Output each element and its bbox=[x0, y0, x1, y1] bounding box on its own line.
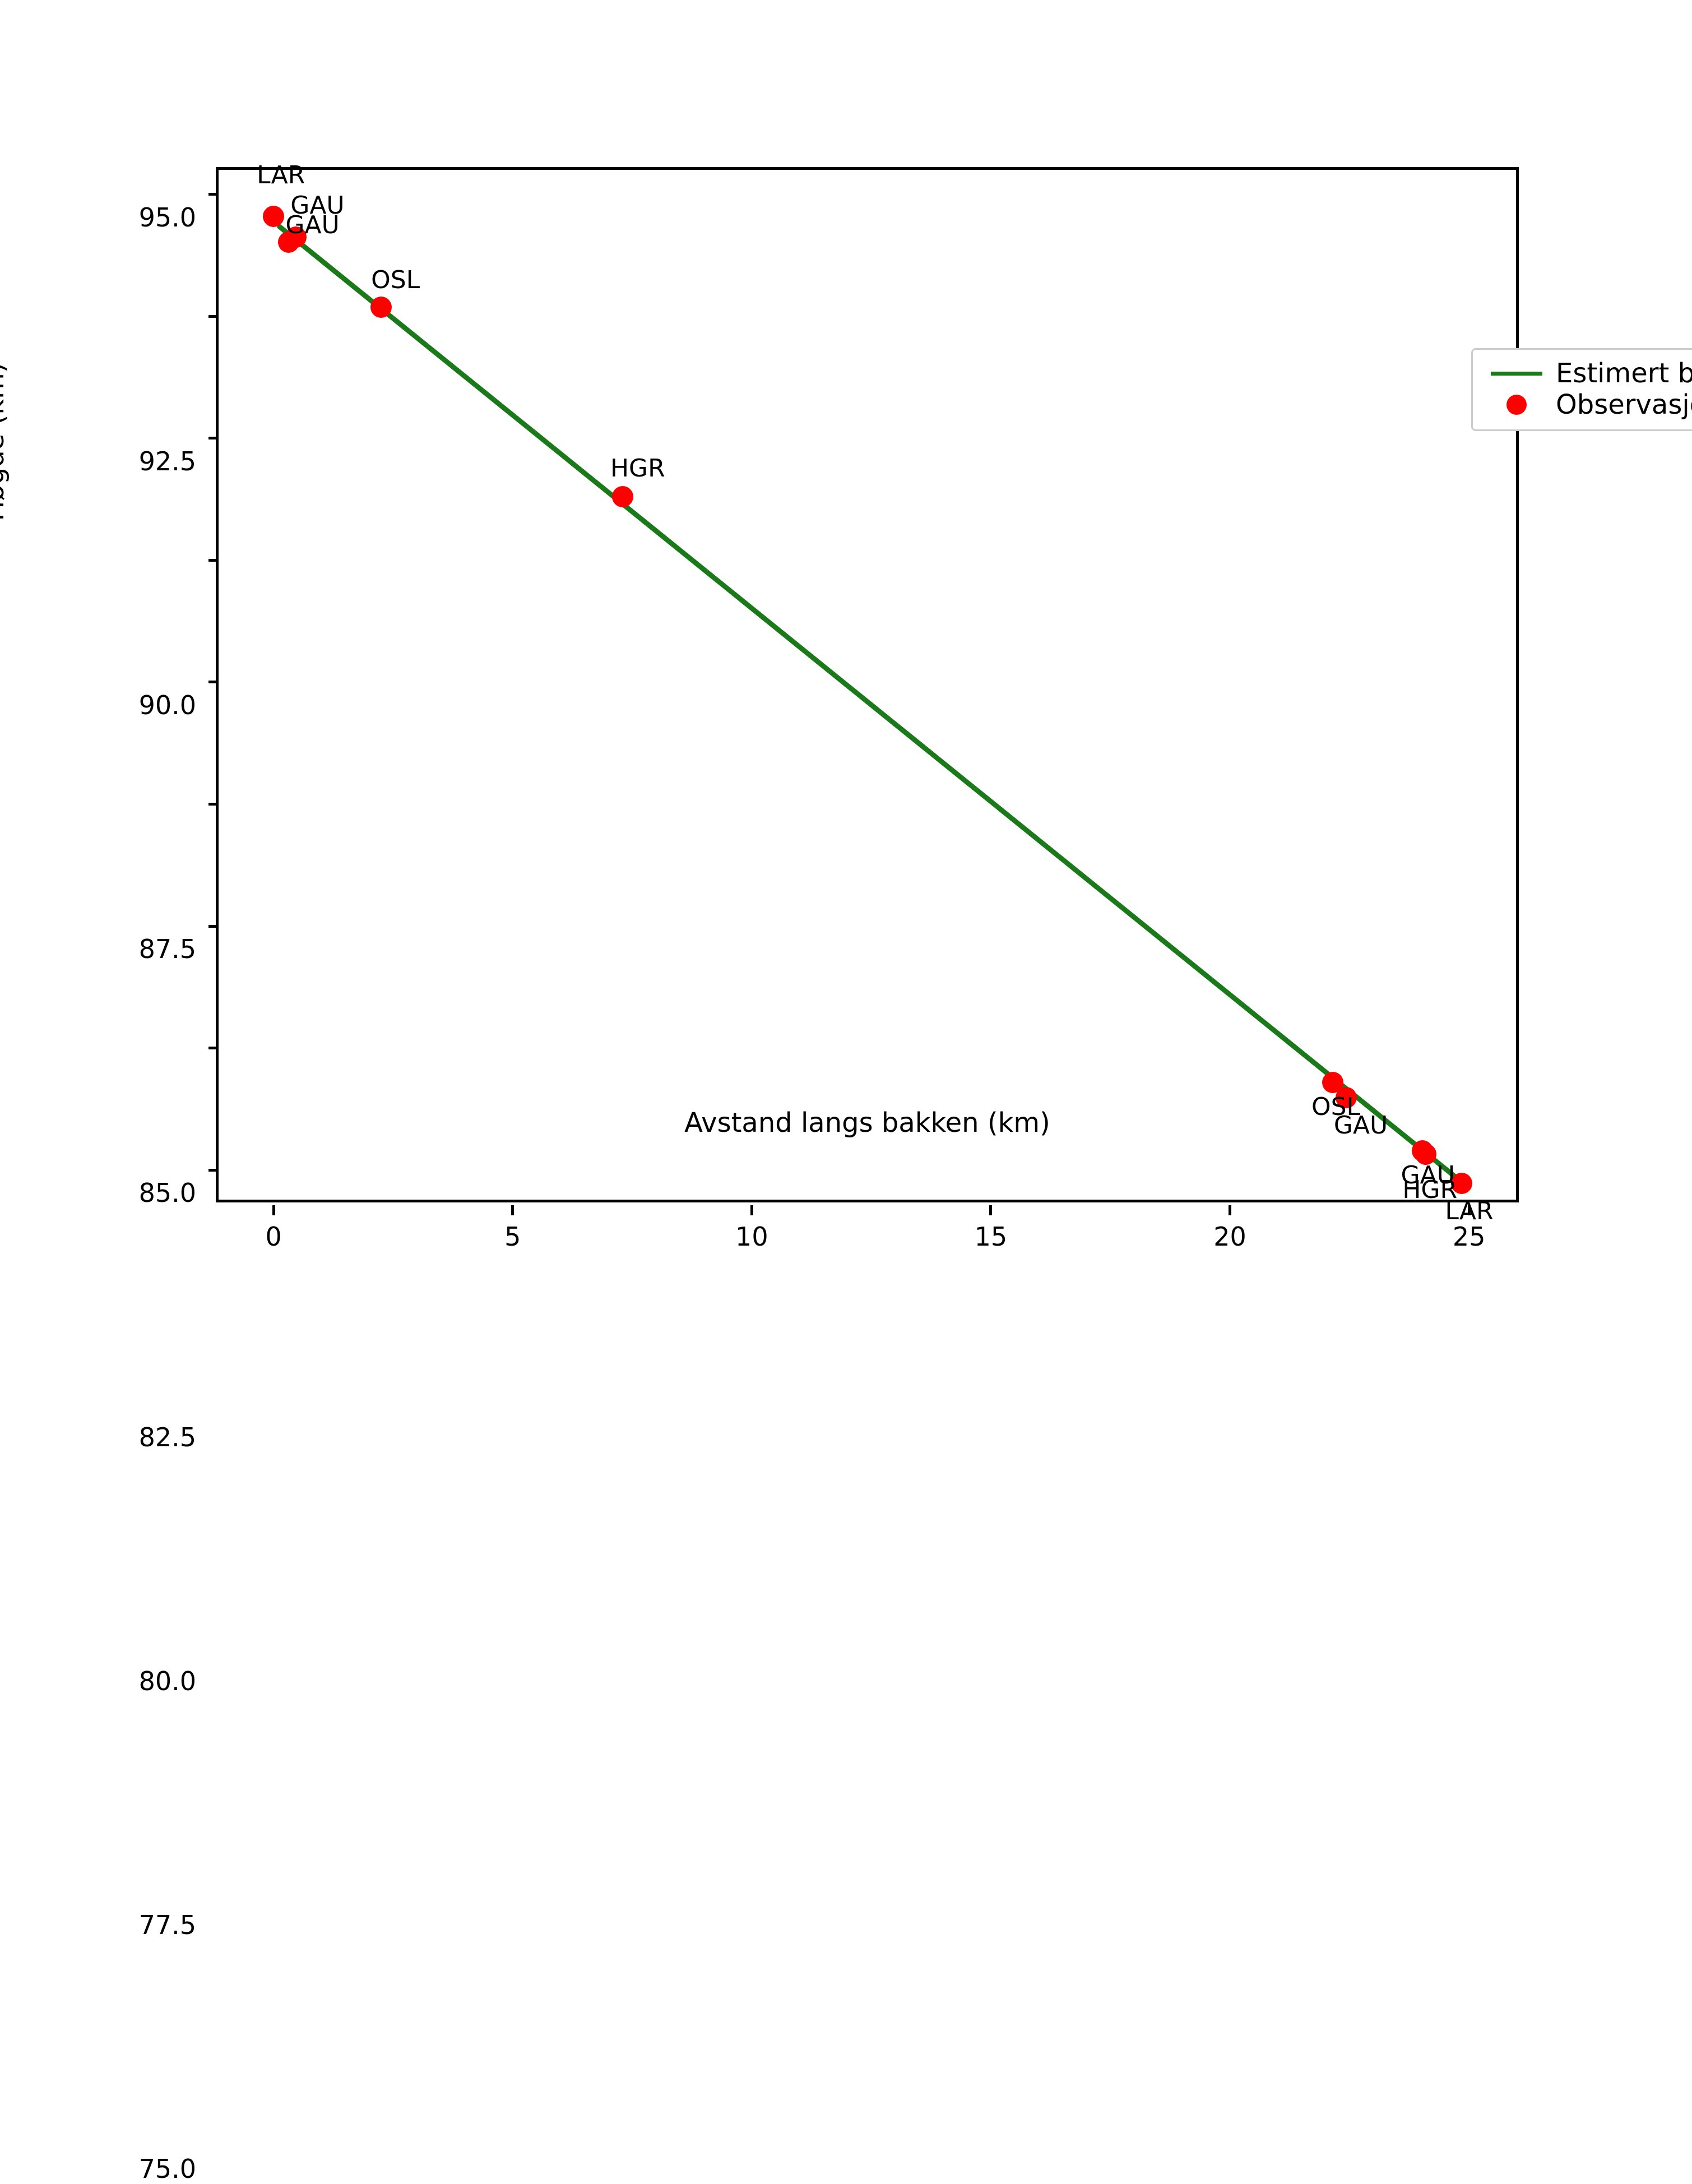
y-tick-label-80.0: 80.0 bbox=[138, 1665, 196, 1696]
x-tick-label-20: 20 bbox=[1213, 1221, 1246, 1252]
y-tick-label-90.0: 90.0 bbox=[138, 690, 196, 720]
observation-point bbox=[1335, 1086, 1357, 1108]
legend-line-swatch bbox=[1485, 371, 1548, 376]
observation-label: GAU bbox=[1333, 1110, 1388, 1140]
plot-axes: LARGAUGAUOSLHGROSLGAUGAUHGRLAR 75.077.58… bbox=[139, 163, 1692, 2182]
observation-point bbox=[263, 205, 285, 227]
x-tick-25 bbox=[1467, 1205, 1471, 1215]
legend-entry-estimert-bane: Estimert bane bbox=[1485, 358, 1692, 389]
trajectory-polyline bbox=[277, 224, 1459, 1181]
y-tick-90.0: 90.0 bbox=[139, 437, 219, 718]
y-tick-92.5: 92.5 bbox=[139, 314, 219, 474]
observation-label: LAR bbox=[257, 160, 305, 189]
x-tick-20 bbox=[1229, 1205, 1232, 1215]
legend-entry-observasjoner: Observasjoner bbox=[1485, 389, 1692, 420]
observation-point bbox=[370, 297, 392, 318]
y-tick-80.0: 80.0 bbox=[139, 924, 219, 1694]
y-tick-label-95.0: 95.0 bbox=[138, 202, 196, 233]
y-tick-95.0: 95.0 bbox=[139, 193, 219, 230]
y-tick-label-87.5: 87.5 bbox=[138, 934, 196, 965]
x-tick-label-5: 5 bbox=[504, 1221, 521, 1252]
plot-svg bbox=[277, 224, 1459, 1181]
y-tick-label-77.5: 77.5 bbox=[138, 1909, 196, 1940]
x-axis-title: Avstand langs bakken (km) bbox=[684, 1107, 1050, 1139]
observation-label: GAU bbox=[1401, 1160, 1455, 1190]
y-tick-label-92.5: 92.5 bbox=[138, 446, 196, 476]
legend-label-estimert-bane: Estimert bane bbox=[1556, 358, 1692, 389]
x-tick-5 bbox=[511, 1205, 514, 1215]
y-tick-75.0: 75.0 bbox=[139, 1168, 219, 2182]
y-tick-label-82.5: 82.5 bbox=[138, 1422, 196, 1452]
observation-label: OSL bbox=[1311, 1092, 1361, 1121]
observation-label: OSL bbox=[371, 266, 420, 295]
y-tick-85.0: 85.0 bbox=[139, 681, 219, 1206]
x-tick-label-25: 25 bbox=[1452, 1221, 1486, 1252]
y-tick-label-75.0: 75.0 bbox=[138, 2154, 196, 2184]
observation-label: GAU bbox=[290, 191, 345, 220]
y-tick-label-85.0: 85.0 bbox=[138, 1178, 196, 1209]
figure-canvas: LARGAUGAUOSLHGROSLGAUGAUHGRLAR 75.077.58… bbox=[0, 163, 1692, 2182]
x-tick-0 bbox=[272, 1205, 275, 1215]
x-tick-label-15: 15 bbox=[974, 1221, 1008, 1252]
x-tick-15 bbox=[989, 1205, 993, 1215]
observation-label: GAU bbox=[285, 210, 340, 239]
observation-point bbox=[1415, 1144, 1437, 1165]
observation-point bbox=[611, 486, 633, 508]
observation-point bbox=[278, 231, 300, 253]
observation-label: HGR bbox=[610, 454, 665, 483]
y-axis-title: Høgde (km) bbox=[0, 362, 10, 521]
y-tick-87.5: 87.5 bbox=[139, 558, 219, 962]
y-tick-82.5: 82.5 bbox=[139, 803, 219, 1450]
legend-label-observasjoner: Observasjoner bbox=[1556, 389, 1692, 420]
estimated-trajectory-line bbox=[277, 224, 1459, 1181]
y-tick-77.5: 77.5 bbox=[139, 1047, 219, 1938]
x-tick-label-0: 0 bbox=[265, 1221, 282, 1252]
legend-marker-swatch bbox=[1485, 395, 1548, 415]
observation-point bbox=[1451, 1172, 1473, 1194]
observation-label: HGR bbox=[1402, 1176, 1458, 1205]
x-tick-10 bbox=[750, 1205, 753, 1215]
chart-legend: Estimert bane Observasjoner bbox=[1471, 348, 1692, 431]
x-tick-label-10: 10 bbox=[735, 1221, 768, 1252]
